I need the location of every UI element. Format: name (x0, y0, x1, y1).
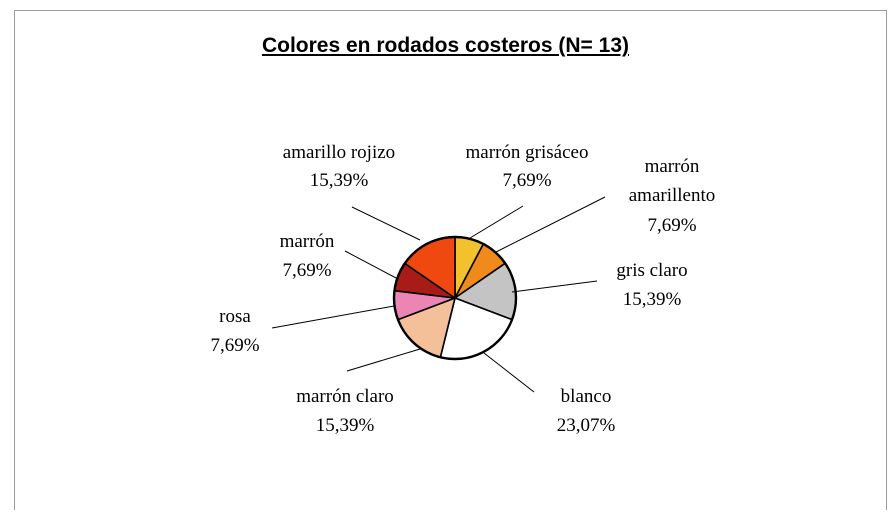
slice-name-label-7: amarillo rojizo (283, 142, 395, 163)
slice-name-label-1: amarillento (629, 185, 716, 206)
slice-name-label-3: blanco (561, 386, 612, 407)
slice-value-label-1: 7,69% (647, 215, 696, 236)
slice-value-label-2: 15,39% (623, 289, 682, 310)
slice-name-label-2: gris claro (616, 260, 687, 281)
slice-name-label-1: marrón (645, 156, 700, 177)
leader-line-1 (495, 196, 606, 253)
leader-line-3 (483, 352, 535, 393)
slice-name-label-6: marrón (280, 231, 335, 252)
leader-line-5 (271, 305, 395, 329)
slice-name-label-4: marrón claro (296, 386, 394, 407)
leader-line-7 (351, 206, 421, 241)
slice-name-label-5: rosa (219, 306, 251, 327)
pie-outline (392, 235, 518, 361)
slice-value-label-6: 7,69% (282, 260, 331, 281)
leader-line-0 (469, 205, 524, 239)
leader-line-6 (344, 250, 399, 280)
slice-value-label-3: 23,07% (557, 415, 616, 436)
slice-name-label-0: marrón grisáceo (466, 142, 589, 163)
chart-title: Colores en rodados costeros (N= 13) (261, 34, 630, 57)
slice-value-label-4: 15,39% (316, 415, 375, 436)
slice-value-label-0: 7,69% (502, 170, 551, 191)
leader-line-4 (346, 348, 421, 372)
slice-value-label-7: 15,39% (310, 170, 369, 191)
leader-line-2 (511, 280, 598, 293)
slice-value-label-5: 7,69% (210, 335, 259, 356)
